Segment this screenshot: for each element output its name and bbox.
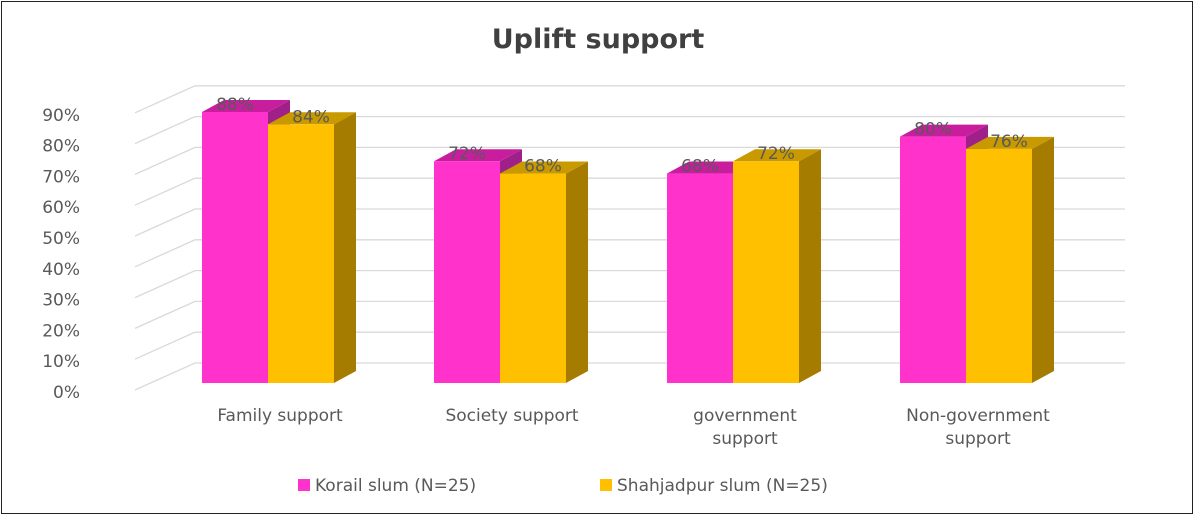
data-label: 68%: [681, 157, 719, 177]
x-tick-label: Society support: [445, 406, 578, 426]
data-label: 76%: [990, 132, 1028, 152]
data-label: 80%: [914, 120, 952, 140]
bar-top: [733, 149, 821, 162]
bar-side: [799, 149, 821, 383]
bar-top: [268, 112, 356, 125]
legend-label: Korail slum (N=25): [315, 476, 476, 496]
bar-top: [966, 136, 1054, 149]
gridline: [134, 115, 1125, 145]
y-tick-label: 40%: [42, 260, 80, 280]
bar-top: [202, 99, 290, 112]
x-tick-label: support: [945, 429, 1011, 449]
y-tick-label: 80%: [42, 137, 80, 157]
x-tick-label: government: [693, 406, 797, 426]
bar: [500, 173, 566, 383]
bar-side: [1032, 136, 1054, 383]
x-tick-label: support: [712, 429, 778, 449]
y-tick-label: 70%: [42, 167, 80, 187]
bar-top: [500, 161, 588, 174]
bar: [268, 124, 334, 383]
legend-swatch: [600, 479, 612, 491]
bar-top: [900, 124, 988, 137]
bar: [966, 148, 1032, 383]
data-label: 68%: [524, 157, 562, 177]
x-tick-label: Family support: [217, 406, 343, 426]
data-label: 72%: [448, 144, 486, 164]
y-tick-label: 0%: [53, 383, 80, 403]
y-tick-label: 10%: [42, 352, 80, 372]
y-tick-label: 90%: [42, 106, 80, 126]
x-tick-label: Non-government: [906, 406, 1050, 426]
bar: [202, 111, 268, 384]
y-tick-label: 50%: [42, 229, 80, 249]
bar-side: [566, 161, 588, 383]
y-tick-label: 60%: [42, 198, 80, 218]
bar-top: [434, 149, 522, 162]
data-label: 72%: [757, 144, 795, 164]
data-label: 88%: [216, 95, 254, 115]
data-label: 84%: [292, 107, 330, 127]
bar: [667, 173, 733, 383]
bar-side: [334, 112, 356, 383]
bar: [733, 161, 799, 383]
y-tick-label: 20%: [42, 321, 80, 341]
y-tick-label: 30%: [42, 291, 80, 311]
bar: [434, 161, 500, 383]
gridline: [134, 146, 1125, 175]
legend-swatch: [298, 479, 310, 491]
chart-title: Uplift support: [492, 24, 705, 55]
legend-label: Shahjadpur slum (N=25): [617, 476, 828, 496]
gridline: [134, 85, 1125, 114]
bar: [900, 136, 966, 383]
